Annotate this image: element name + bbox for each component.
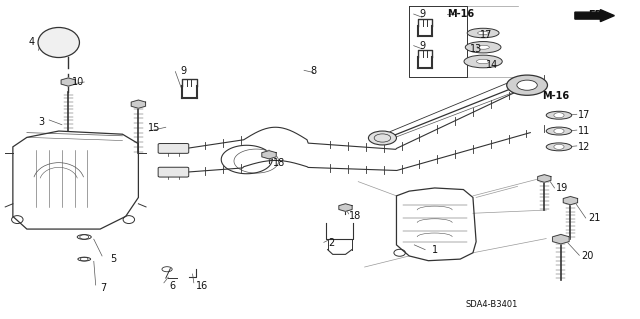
- Polygon shape: [563, 197, 578, 205]
- Ellipse shape: [465, 41, 501, 53]
- Text: 6: 6: [169, 281, 175, 291]
- Text: 18: 18: [273, 158, 285, 168]
- Text: 10: 10: [72, 77, 84, 87]
- Ellipse shape: [464, 55, 502, 68]
- Circle shape: [507, 75, 547, 95]
- Polygon shape: [552, 234, 569, 244]
- Text: 9: 9: [419, 41, 425, 51]
- Polygon shape: [61, 78, 76, 86]
- Text: 3: 3: [38, 116, 44, 127]
- Text: 17: 17: [479, 30, 492, 40]
- Text: 2: 2: [328, 238, 335, 248]
- Text: 17: 17: [579, 110, 591, 120]
- Circle shape: [369, 131, 396, 145]
- Polygon shape: [262, 151, 276, 159]
- Text: 5: 5: [110, 254, 116, 264]
- Text: 4: 4: [29, 38, 35, 48]
- Text: M-16: M-16: [542, 91, 570, 101]
- Polygon shape: [339, 204, 352, 211]
- Polygon shape: [131, 100, 145, 108]
- Circle shape: [517, 80, 538, 90]
- Text: 16: 16: [196, 281, 208, 291]
- Text: SDA4-B3401: SDA4-B3401: [466, 300, 518, 309]
- Text: 9: 9: [180, 66, 186, 76]
- Text: FR.: FR.: [588, 10, 606, 20]
- Circle shape: [554, 113, 564, 118]
- Circle shape: [554, 129, 564, 134]
- Text: 19: 19: [556, 183, 568, 193]
- Text: 20: 20: [582, 251, 594, 261]
- Ellipse shape: [477, 31, 489, 35]
- Text: M-16: M-16: [447, 9, 474, 19]
- Text: 15: 15: [148, 123, 161, 133]
- FancyArrow shape: [575, 10, 614, 22]
- Ellipse shape: [546, 127, 572, 135]
- Text: 18: 18: [349, 211, 361, 221]
- Text: 12: 12: [579, 142, 591, 152]
- Text: 11: 11: [579, 126, 591, 136]
- Ellipse shape: [546, 111, 572, 119]
- Text: 9: 9: [419, 9, 425, 19]
- Text: 8: 8: [310, 66, 317, 76]
- Polygon shape: [538, 175, 551, 182]
- Ellipse shape: [546, 143, 572, 151]
- Circle shape: [554, 144, 564, 149]
- Text: 14: 14: [486, 60, 498, 70]
- Text: 1: 1: [431, 245, 438, 255]
- Ellipse shape: [476, 59, 490, 64]
- Ellipse shape: [477, 45, 490, 49]
- FancyBboxPatch shape: [158, 144, 189, 153]
- Ellipse shape: [467, 28, 499, 38]
- Ellipse shape: [38, 27, 79, 57]
- Text: 7: 7: [100, 283, 106, 293]
- Text: 21: 21: [588, 213, 600, 223]
- FancyBboxPatch shape: [158, 167, 189, 177]
- Text: 13: 13: [470, 44, 483, 55]
